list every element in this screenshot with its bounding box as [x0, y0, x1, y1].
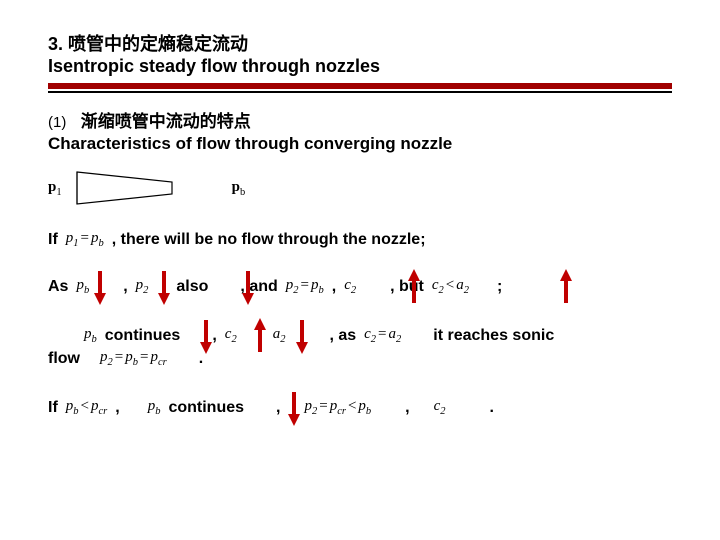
l2-eq-p2pb: p2=pb: [284, 277, 326, 296]
l3-a2: a2: [271, 326, 288, 345]
l2-c2: c2: [342, 277, 358, 296]
l2-comma2: ,: [332, 278, 336, 296]
diagram-label-pb: pb: [232, 179, 246, 198]
statement-line-3: pb continues , c2 a2 , as c2=a2 it reach…: [48, 326, 672, 368]
l2-also: also: [176, 278, 208, 296]
l3-eq-c2a2: c2=a2: [362, 326, 403, 345]
l2-and: , and: [240, 278, 277, 296]
l2-pb: pb: [74, 277, 91, 296]
rule-red-bar: [48, 83, 672, 89]
l3-as: , as: [329, 327, 356, 345]
l4-eq: p2=pcr<pb: [302, 398, 373, 417]
rule-black-line: [48, 91, 672, 93]
line3-row-a: pb continues , c2 a2 , as c2=a2 it reach…: [48, 326, 672, 345]
statement-line-2: As pb , p2 also , and p2=pb , c2 , but c…: [48, 277, 672, 296]
title-rule: [48, 83, 672, 93]
l3-c2: c2: [223, 326, 239, 345]
subtitle-chinese: 渐缩喷管中流动的特点: [81, 112, 251, 131]
line1-eq: p1=pb: [64, 230, 106, 249]
subtitle-block: (1) 渐缩喷管中流动的特点 Characteristics of flow t…: [48, 107, 672, 154]
l3-sonic: it reaches sonic: [433, 327, 554, 345]
l4-period: .: [490, 399, 494, 417]
statement-line-4: If pb<pcr , pb continues , p2=pcr<pb , c…: [48, 398, 672, 417]
l2-ineq: c2<a2: [430, 277, 471, 296]
line1-lead: If: [48, 231, 58, 249]
title-chinese: 3. 喷管中的定熵稳定流动: [48, 30, 672, 56]
down-arrow-icon: [156, 271, 172, 305]
l4-if: If: [48, 399, 58, 417]
up-arrow-icon: [558, 269, 574, 303]
down-arrow-icon: [92, 271, 108, 305]
down-arrow-icon: [286, 392, 302, 426]
l4-pb: pb: [146, 398, 163, 417]
l3-period: .: [199, 350, 203, 368]
l4-comma3: ,: [405, 399, 409, 417]
l2-p2: p2: [134, 277, 151, 296]
l4-ineq1: pb<pcr: [64, 398, 109, 417]
l3-continues: continues: [105, 327, 181, 345]
diagram-label-p1: p1: [48, 179, 62, 198]
l3-eq-triple: p2=pb=pcr: [98, 349, 169, 368]
l2-comma1: ,: [123, 278, 127, 296]
subtitle-row-cn: (1) 渐缩喷管中流动的特点: [48, 107, 672, 132]
title-block: 3. 喷管中的定熵稳定流动 Isentropic steady flow thr…: [48, 30, 672, 77]
l4-continues: continues: [168, 399, 244, 417]
l3-pb: pb: [82, 326, 99, 345]
line1-tail: , there will be no flow through the nozz…: [112, 231, 426, 249]
l4-comma1: ,: [115, 399, 119, 417]
l2-but: , but: [390, 278, 424, 296]
l3-flow: flow: [48, 350, 92, 368]
l4-c2: c2: [432, 398, 448, 417]
l2-semi: ;: [497, 278, 502, 296]
slide-page: 3. 喷管中的定熵稳定流动 Isentropic steady flow thr…: [0, 0, 720, 417]
l4-comma2: ,: [276, 399, 280, 417]
subtitle-english: Characteristics of flow through convergi…: [48, 134, 672, 154]
nozzle-icon: [72, 168, 182, 208]
l2-as: As: [48, 278, 68, 296]
title-english: Isentropic steady flow through nozzles: [48, 56, 672, 77]
subtitle-number: (1): [48, 114, 66, 131]
line3-row-b: flow p2=pb=pcr .: [48, 349, 672, 368]
nozzle-diagram-row: p1 pb: [48, 168, 672, 208]
statement-line-1: If p1=pb , there will be no flow through…: [48, 230, 672, 249]
l3-comma: ,: [212, 327, 216, 345]
